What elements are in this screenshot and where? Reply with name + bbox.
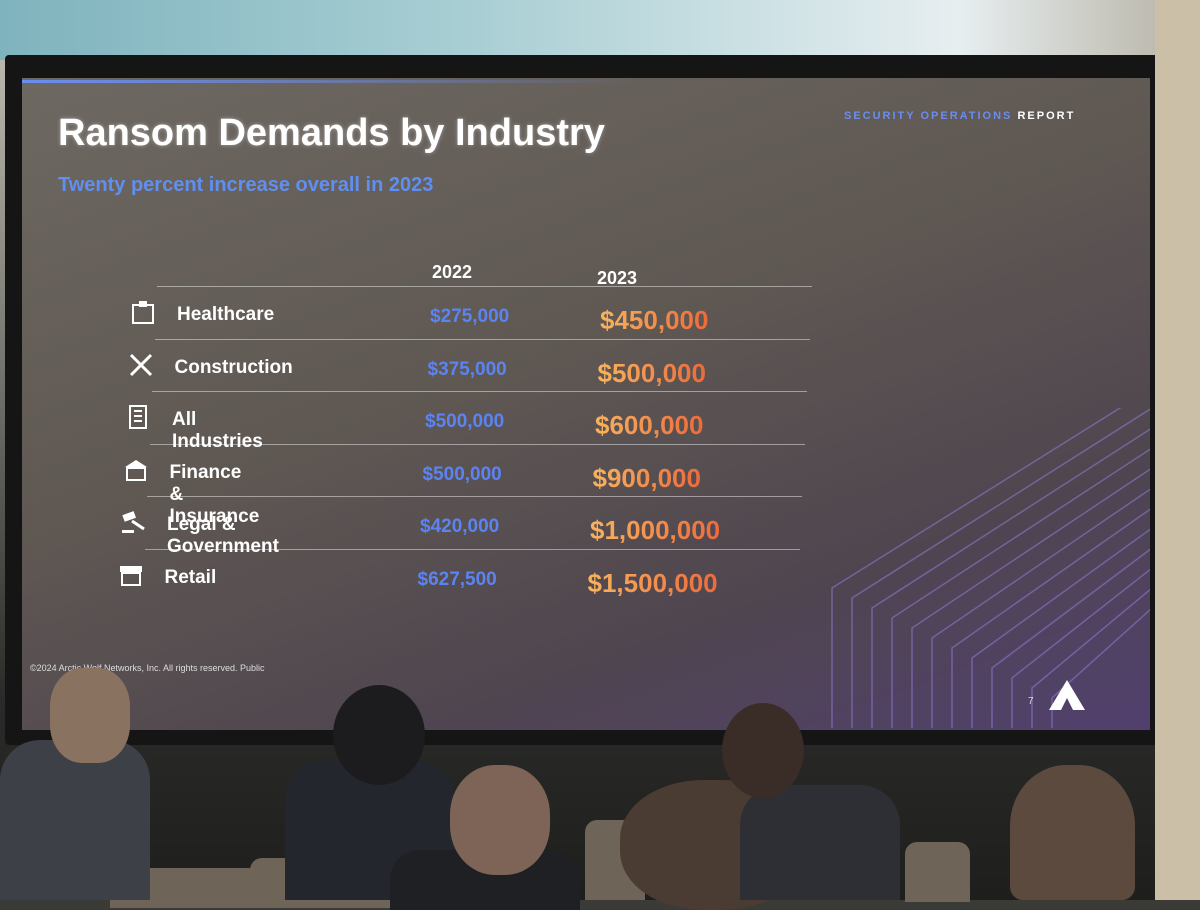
row-divider (157, 286, 812, 287)
value-2023: $1,000,000 (590, 515, 721, 545)
head (333, 685, 425, 785)
person (740, 785, 900, 900)
column-header: 2022 (432, 262, 473, 282)
decoration (831, 408, 1150, 728)
person (0, 740, 150, 900)
value-2023: $500,000 (597, 357, 706, 388)
value-2022: $500,000 (425, 411, 505, 432)
row-divider (154, 338, 810, 340)
row-divider (152, 391, 807, 392)
row-divider (147, 496, 802, 497)
wall (1155, 0, 1200, 900)
value-2022: $275,000 (430, 306, 510, 327)
value-2022: $375,000 (427, 358, 507, 380)
value-2023: $450,000 (600, 305, 709, 335)
row-label: Legal & Government (167, 514, 279, 557)
head (450, 765, 550, 875)
row-label: Finance & Insurance (169, 461, 260, 527)
value-2022: $420,000 (420, 516, 500, 537)
head (50, 668, 130, 763)
row-label: Retail (164, 566, 217, 588)
accent-line (22, 80, 642, 83)
page-number: 7 (1028, 696, 1034, 707)
row-icon (129, 405, 147, 429)
slide-title: Ransom Demands by Industry (58, 112, 605, 154)
value-2023: $900,000 (592, 462, 701, 493)
report-label-prefix: SECURITY OPERATIONS (844, 110, 1013, 122)
head (1010, 765, 1135, 900)
report-label-suffix: REPORT (1017, 110, 1076, 122)
copyright: ©2024 Arctic Wolf Networks, Inc. All rig… (30, 663, 265, 673)
row-label: Construction (174, 356, 293, 378)
row-icon (124, 459, 147, 481)
row-label: Healthcare (177, 304, 275, 325)
slide: SECURITY OPERATIONS REPORT Ransom Demand… (22, 78, 1150, 730)
value-2023: $600,000 (595, 410, 704, 440)
row-icon (119, 565, 142, 586)
row-icon (122, 511, 145, 533)
logo (1049, 680, 1085, 710)
column-header: 2023 (597, 268, 638, 288)
value-2023: $1,500,000 (587, 567, 718, 598)
head (722, 703, 804, 798)
row-icon (129, 353, 152, 376)
row-label: All Industries (172, 409, 263, 452)
value-2022: $627,500 (417, 568, 497, 590)
value-2022: $500,000 (422, 463, 502, 485)
slide-subtitle: Twenty percent increase overall in 2023 (58, 174, 434, 196)
row-divider (144, 548, 800, 550)
report-label: SECURITY OPERATIONS REPORT (844, 110, 1075, 122)
row-divider (149, 443, 805, 445)
window (0, 0, 1200, 60)
row-icon (132, 301, 154, 324)
chair (905, 842, 970, 902)
